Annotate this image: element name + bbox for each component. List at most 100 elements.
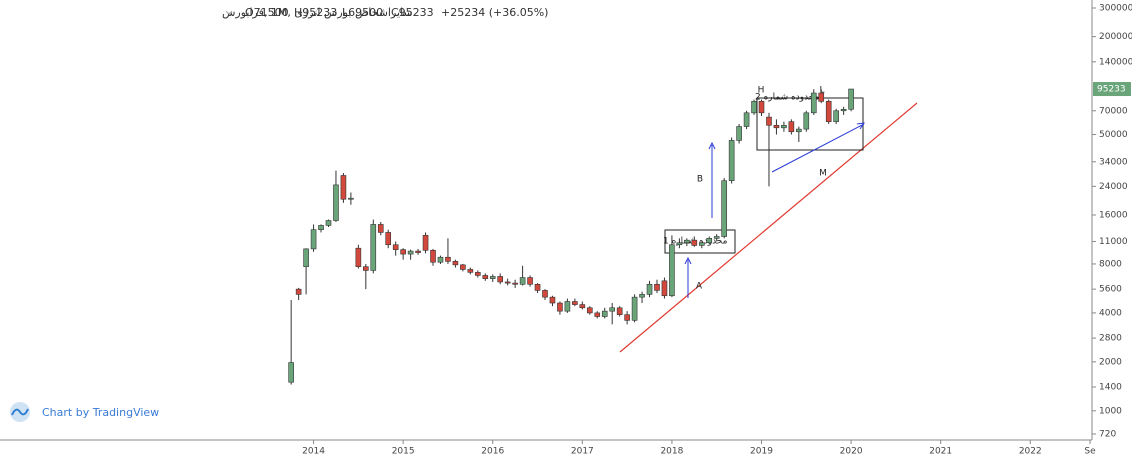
candle-body	[325, 220, 332, 226]
last-price-box	[1093, 82, 1131, 97]
candle-body	[661, 280, 668, 297]
candle-body	[743, 112, 750, 127]
candle-body	[728, 140, 735, 182]
arrow-head	[708, 141, 716, 150]
y-tick-label: 70000	[1099, 106, 1128, 116]
header-value: C95233	[391, 6, 434, 19]
x-tick-label: 2021	[929, 447, 952, 457]
candle-body	[773, 124, 780, 129]
y-tick-label: 16000	[1099, 211, 1128, 221]
candle-body	[333, 184, 339, 221]
candle-body	[601, 310, 608, 317]
candle-body	[669, 244, 675, 297]
chart-title: سایراشخاص بورس انرژی ,1M ,فرابورس	[222, 6, 413, 19]
annotation: A	[696, 282, 703, 292]
candle-body	[796, 128, 802, 133]
candle-body	[706, 238, 713, 244]
candle-body	[475, 272, 481, 276]
range-box-1	[664, 229, 736, 254]
range-box-2	[756, 97, 864, 151]
candle-body	[572, 301, 578, 305]
candle-body	[840, 108, 847, 112]
candle-body	[482, 275, 489, 279]
candle-body	[848, 88, 854, 110]
candle-body	[407, 250, 414, 255]
annotation: B	[697, 175, 703, 185]
candle-body	[766, 116, 772, 126]
candle-body	[460, 264, 466, 270]
arrow-m	[771, 123, 865, 173]
candle-body	[437, 256, 444, 263]
candle-body	[392, 244, 399, 250]
y-tick-label: 1400	[1099, 383, 1122, 393]
candle-body	[467, 269, 474, 273]
candle-body	[370, 224, 377, 271]
y-tick-label: 5600	[1099, 285, 1122, 295]
candle-body	[833, 110, 839, 122]
candle-body	[713, 236, 720, 239]
candle-body	[810, 92, 817, 114]
x-tick-label: 2018	[660, 447, 683, 457]
x-tick-label: 2016	[481, 447, 504, 457]
x-tick-label: Se	[1084, 447, 1096, 457]
y-tick-label: 720	[1099, 430, 1116, 440]
y-tick-label: 2800	[1099, 334, 1122, 344]
y-tick-label: 300000	[1099, 4, 1132, 14]
candle-body	[527, 277, 533, 285]
candle-body	[519, 277, 526, 285]
trend-line	[619, 102, 918, 353]
logo-mark	[11, 408, 29, 416]
header-value: H95233	[294, 6, 337, 19]
candle-body	[340, 175, 347, 200]
candle-body	[646, 283, 653, 295]
y-tick-label: 8000	[1099, 259, 1122, 269]
annotation: H	[758, 86, 765, 96]
candle-body	[497, 276, 504, 283]
candle-body	[654, 283, 660, 291]
candle-body	[452, 261, 459, 266]
candle-body	[363, 266, 369, 271]
candle-body	[534, 283, 541, 291]
candle-body	[430, 250, 436, 263]
x-tick-label: 2014	[302, 447, 325, 457]
candle-body	[303, 248, 309, 267]
candle-body	[586, 307, 593, 314]
candle-body	[579, 304, 586, 309]
annotation: محدوده شماره 2	[755, 93, 820, 103]
annotation: M	[819, 169, 827, 179]
y-tick-label: 34000	[1099, 157, 1128, 167]
dropdown-icon[interactable]	[225, 10, 233, 15]
candle-body	[348, 197, 354, 200]
header-value: +25234 (+36.05%)	[441, 6, 548, 19]
candle-body	[676, 242, 683, 246]
candle-body	[691, 239, 698, 246]
x-tick-label: 2017	[571, 447, 594, 457]
y-tick-label: 24000	[1099, 182, 1128, 192]
candle-body	[318, 225, 324, 230]
candle-body	[557, 302, 563, 312]
candle-body	[781, 124, 787, 129]
x-tick-label: 2015	[392, 447, 415, 457]
candle-body	[445, 256, 451, 262]
y-tick-label: 2000	[1099, 357, 1122, 367]
candle-body	[594, 312, 601, 317]
candle-body	[512, 282, 518, 285]
candle-body	[609, 307, 615, 312]
x-tick-label: 2022	[1019, 447, 1042, 457]
drawings	[619, 97, 918, 353]
candle-body	[736, 126, 742, 141]
watermark[interactable]: Chart by TradingView	[42, 406, 159, 419]
annotation: L	[819, 86, 824, 96]
candle-body	[400, 249, 406, 255]
candles	[288, 88, 854, 385]
candle-body	[639, 294, 645, 298]
candle-body	[818, 92, 825, 102]
candle-body	[803, 112, 810, 130]
candle-body	[616, 307, 623, 315]
header-value: O71500	[245, 6, 289, 19]
candle-body	[758, 101, 765, 114]
candle-body	[542, 290, 548, 298]
candle-body	[377, 224, 384, 233]
candle-body	[788, 121, 795, 133]
